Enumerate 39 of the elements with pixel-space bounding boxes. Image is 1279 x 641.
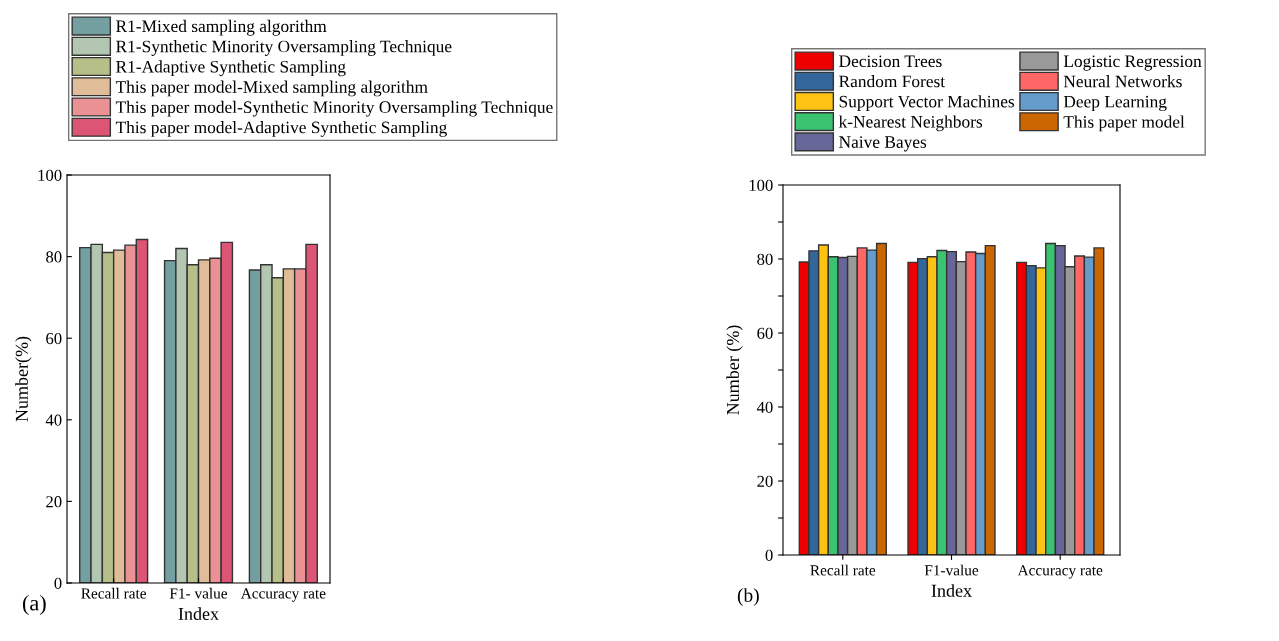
legend-label: This paper model-Synthetic Minority Oversampling Technique xyxy=(115,100,553,117)
legend-label: Random Forest xyxy=(839,75,946,88)
y-tick-label: 40 xyxy=(756,401,773,413)
y-tick-label: 100 xyxy=(38,169,62,181)
legend-label: R1-Adaptive Synthetic Sampling xyxy=(116,60,346,77)
y-tick-label: 80 xyxy=(757,253,773,265)
legend-label: k-Nearest Neighbors xyxy=(838,115,983,132)
legend-label: This paper model xyxy=(1063,115,1185,132)
x-tick-label: F1- value xyxy=(169,587,228,599)
legend-label: Neural Networks xyxy=(1063,75,1182,88)
legend-label: Support Vector Machines xyxy=(839,95,1015,111)
y-tick-label: 100 xyxy=(749,179,773,191)
y-tick-label: 80 xyxy=(46,251,62,263)
y-axis-title: Number (%) xyxy=(726,325,743,415)
x-tick-label: Recall rate xyxy=(81,587,146,599)
y-tick-label: 40 xyxy=(45,414,62,426)
text: (a) xyxy=(22,594,46,616)
legend-label: R1-Mixed sampling algorithm xyxy=(116,19,327,36)
legend-label: Logistic Regression xyxy=(1063,55,1202,71)
x-tick-label: Accuracy rate xyxy=(240,588,326,602)
x-axis-title: Index xyxy=(931,584,972,597)
x-axis-title: Index xyxy=(178,607,219,620)
x-tick-label: Accuracy rate xyxy=(1017,565,1103,579)
y-tick-label: 0 xyxy=(765,549,773,561)
x-tick-label: F1-value xyxy=(924,564,979,576)
y-axis-title: Number(%) xyxy=(15,336,32,422)
x-tick-label: Recall rate xyxy=(810,564,876,576)
legend-label: Naive Bayes xyxy=(839,136,927,152)
y-tick-label: 20 xyxy=(757,475,773,487)
y-tick-label: 0 xyxy=(54,577,62,589)
legend-label: This paper model-Mixed sampling algorithm xyxy=(115,80,428,97)
y-tick-label: 60 xyxy=(46,332,62,345)
legend-label: This paper model-Adaptive Synthetic Sampling xyxy=(115,121,447,137)
y-tick-label: 20 xyxy=(46,496,62,508)
legend-label: Decision Trees xyxy=(839,55,942,68)
y-tick-label: 60 xyxy=(757,327,773,339)
legend-label: R1-Synthetic Minority Oversampling Technique xyxy=(116,40,452,56)
text: (b) xyxy=(737,588,759,606)
legend-label: Deep Learning xyxy=(1063,95,1167,112)
